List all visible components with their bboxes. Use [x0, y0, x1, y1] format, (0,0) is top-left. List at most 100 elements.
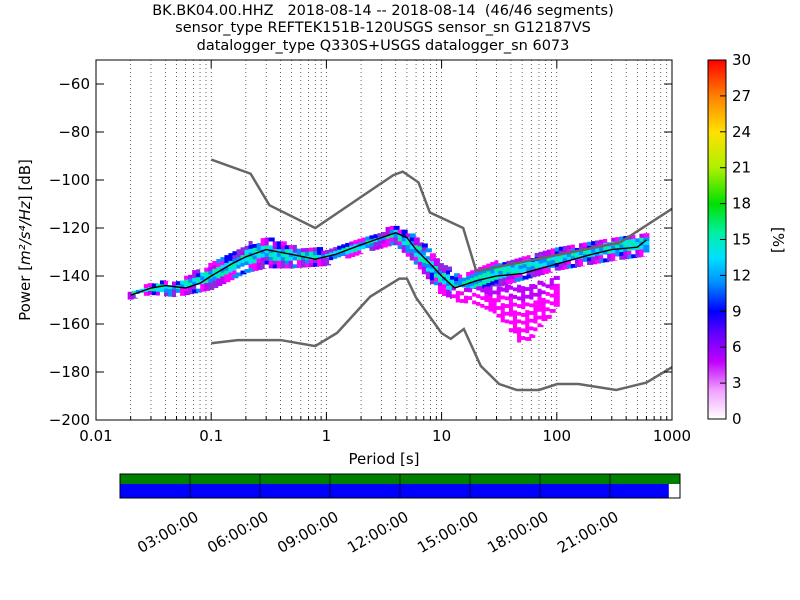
- density-cell: [433, 265, 440, 270]
- density-cell: [429, 276, 436, 281]
- density-cell: [228, 253, 235, 258]
- x-tick-label: 1000: [653, 427, 691, 445]
- density-cell: [533, 292, 540, 297]
- density-cell: [545, 307, 552, 312]
- density-cell: [309, 255, 316, 260]
- density-cell: [570, 252, 577, 257]
- density-cell: [545, 311, 552, 316]
- density-cell: [288, 260, 295, 265]
- density-cell: [397, 237, 404, 242]
- density-cell: [545, 303, 552, 308]
- density-cell: [159, 288, 166, 293]
- density-cell: [558, 258, 565, 263]
- density-cell: [512, 302, 519, 307]
- density-cell: [508, 285, 515, 290]
- density-cell: [517, 315, 524, 320]
- density-cell: [619, 236, 626, 241]
- density-cell: [337, 249, 344, 254]
- density-cell: [488, 307, 495, 312]
- density-cell: [462, 277, 469, 282]
- density-cell: [466, 283, 473, 288]
- density-cell: [517, 292, 524, 297]
- density-cell: [151, 283, 158, 288]
- density-cell: [264, 260, 271, 265]
- density-cell: [518, 265, 525, 270]
- density-cell: [244, 264, 251, 269]
- density-cell: [529, 287, 536, 292]
- density-cell: [530, 273, 537, 278]
- density-cell: [192, 289, 199, 294]
- density-cell: [591, 248, 598, 253]
- density-cell: [317, 258, 324, 263]
- density-cell: [280, 252, 287, 257]
- density-cell: [537, 311, 544, 316]
- density-cell: [204, 267, 211, 272]
- density-cell: [631, 250, 638, 255]
- density-cell: [260, 264, 267, 269]
- density-cell: [300, 259, 307, 264]
- density-cell: [450, 279, 457, 284]
- density-cell: [549, 293, 556, 298]
- density-cell: [260, 241, 267, 246]
- density-cell: [401, 229, 408, 234]
- density-cell: [433, 262, 440, 267]
- density-cell: [304, 263, 311, 268]
- density-cell: [533, 319, 540, 324]
- density-cell: [131, 294, 138, 299]
- density-cell: [595, 251, 602, 256]
- density-cell: [599, 258, 606, 263]
- density-cell: [639, 233, 646, 238]
- plot-frame: [95, 59, 673, 421]
- density-cell: [397, 245, 404, 250]
- density-cell: [196, 288, 203, 293]
- density-cell: [264, 252, 271, 257]
- density-cell: [553, 275, 560, 280]
- density-cell: [500, 291, 507, 296]
- density-cell: [529, 326, 536, 331]
- chart-title-line-2: sensor_type REFTEK151B-120USGS sensor_sn…: [175, 20, 591, 36]
- density-cell: [591, 260, 598, 265]
- density-cell: [288, 264, 295, 269]
- density-cell: [413, 252, 420, 257]
- density-cell: [482, 269, 489, 274]
- density-cell: [525, 336, 532, 341]
- density-cell: [484, 290, 491, 295]
- density-cell: [480, 292, 487, 297]
- density-cell: [500, 295, 507, 300]
- density-cell: [345, 250, 352, 255]
- density-cell: [537, 296, 544, 301]
- density-cell: [518, 276, 525, 281]
- density-cell: [450, 283, 457, 288]
- density-cell: [504, 300, 511, 305]
- density-cell: [216, 262, 223, 267]
- density-cell: [425, 267, 432, 272]
- density-cell: [545, 314, 552, 319]
- density-cell: [474, 280, 481, 285]
- density-cell: [533, 315, 540, 320]
- density-cell: [296, 252, 303, 257]
- density-cell: [433, 281, 440, 286]
- median-line: [130, 232, 647, 296]
- density-cell: [276, 241, 283, 246]
- y-axis-label-unit: m²/s⁴/Hz: [16, 200, 34, 265]
- density-cell: [433, 277, 440, 282]
- density-cell: [521, 312, 528, 317]
- density-cell: [192, 285, 199, 290]
- density-cell: [167, 281, 174, 286]
- density-cell: [252, 259, 259, 264]
- density-cell: [459, 298, 466, 303]
- density-cell: [482, 280, 489, 285]
- density-cell: [413, 245, 420, 250]
- density-cell: [615, 248, 622, 253]
- density-cell: [393, 229, 400, 234]
- density-cell: [276, 264, 283, 269]
- density-cell: [292, 256, 299, 261]
- density-cell: [468, 292, 475, 297]
- density-cell: [500, 318, 507, 323]
- x-tick-label: 10: [432, 427, 451, 445]
- density-cell: [264, 245, 271, 250]
- density-cell: [325, 249, 332, 254]
- density-cell: [549, 289, 556, 294]
- density-cell: [538, 263, 545, 268]
- density-cell: [163, 284, 170, 289]
